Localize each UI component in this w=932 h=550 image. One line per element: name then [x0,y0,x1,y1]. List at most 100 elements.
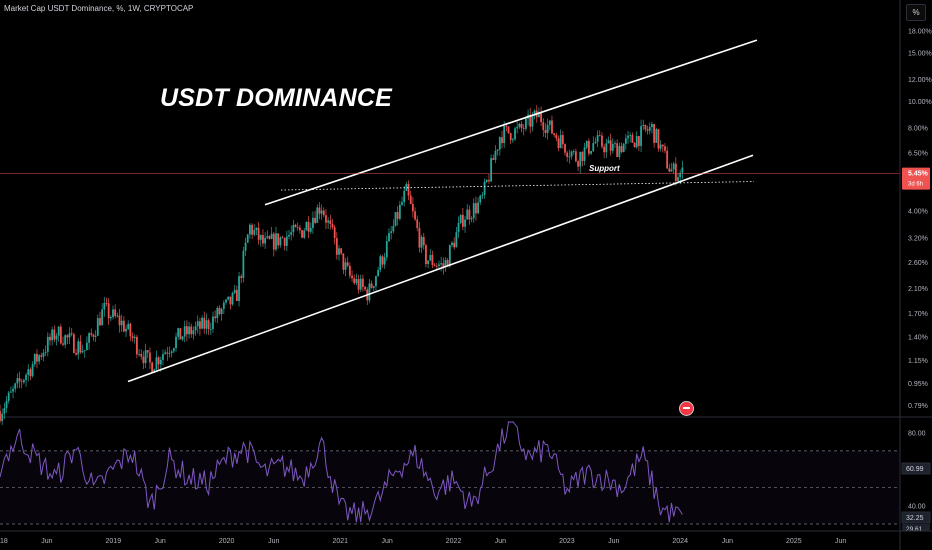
candle-body [468,209,471,220]
candle-body [533,110,536,116]
us-flag-icon[interactable] [679,401,694,416]
candle-body [120,320,123,326]
candle-body [494,150,497,160]
candle-body [7,392,10,401]
candle-body [36,353,38,362]
candle-body [112,309,114,317]
percent-scale-button[interactable]: % [906,4,926,21]
candle-body [590,151,592,154]
candle-body [548,120,551,125]
candle-body [196,321,199,327]
candle-body [646,129,649,131]
candle-body [194,326,197,331]
candle-body [620,146,623,153]
candle-body [199,321,201,329]
candle-body [644,124,647,130]
candle-body [444,260,447,268]
candle-body [483,181,486,195]
candle-body [420,236,423,248]
price-pane[interactable] [0,39,932,425]
candle-body [581,151,584,162]
rsi-tick-label: 80.00 [908,431,926,438]
candle-body [144,350,147,364]
candle-body [529,114,532,127]
candle-body [516,126,519,129]
candle-body [359,278,362,290]
candle-body [627,135,629,139]
candle-body [125,328,127,332]
candle-body [81,351,84,353]
candle-body [555,135,558,139]
candle-body [103,302,106,310]
candle-body [518,123,521,127]
candle-body [640,125,642,146]
candle-body [435,265,438,267]
candle-body [275,233,277,250]
time-tick-label: 2025 [786,538,802,545]
candle-body [270,233,273,239]
candle-body [192,330,195,335]
candle-body [611,144,614,151]
rsi-pane[interactable] [0,421,900,525]
candle-body [262,235,264,244]
candle-body [377,270,380,277]
candle-body [564,144,566,153]
candle-body [166,352,169,354]
candle-body [472,203,475,219]
candle-body [659,144,662,149]
candle-body [325,215,327,223]
candle-body [12,388,14,392]
candle-body [438,264,440,266]
candle-body [177,328,180,337]
time-tick-label: Jun [835,538,846,545]
candle-body [546,124,549,133]
candle-body [62,343,64,345]
candle-body [357,279,360,290]
candle-body [677,177,679,182]
time-tick-label: 2022 [446,538,462,545]
price-axis[interactable]: 0.79% 0.95% 1.15% 1.40% 1.70% 2.10% 2.60% 3.20%… [899,0,932,550]
candle-body [511,139,514,141]
candle-body [364,286,366,290]
candles [0,105,684,425]
candle-body [55,335,58,340]
time-tick-label: 2019 [106,538,122,545]
candle-body [242,250,245,278]
candle-body [159,359,162,365]
candle-body [583,147,586,162]
candle-body [170,351,173,353]
candle-body [9,391,12,393]
candle-body [266,236,269,238]
candle-body [577,161,579,167]
price-tick-label: 15.00% [908,50,932,57]
candle-body [25,374,27,380]
rsi-cutoff-label: 29.61 [906,526,923,533]
candle-body [168,352,171,354]
rsi-value-label: 60.99 [906,466,924,473]
candle-body [507,126,510,134]
channel-lower-line [127,154,754,383]
candle-body [668,168,671,172]
candle-body [212,316,214,330]
candle-body [572,151,575,153]
candle-body [388,232,390,242]
candle-body [314,217,317,223]
candle-body [288,234,290,237]
candle-body [79,341,82,353]
candle-body [207,320,210,330]
time-tick-label: 2021 [332,538,348,545]
rsi-current-badge [901,511,931,524]
candle-body [188,326,190,335]
time-tick-label: Jun [495,538,506,545]
rsi-line [0,421,683,523]
candle-body [464,219,466,227]
time-axis[interactable]: 2018 Jun 2019 Jun 2020 Jun 2021 Jun 2022 Jun 2023 J… [0,530,932,545]
candle-body [670,169,673,172]
candle-body [509,133,512,141]
candle-body [0,411,1,422]
candle-body [524,118,527,129]
candle-body [481,194,484,196]
countdown-label: 3d 6h [908,182,923,188]
candle-body [64,335,67,345]
